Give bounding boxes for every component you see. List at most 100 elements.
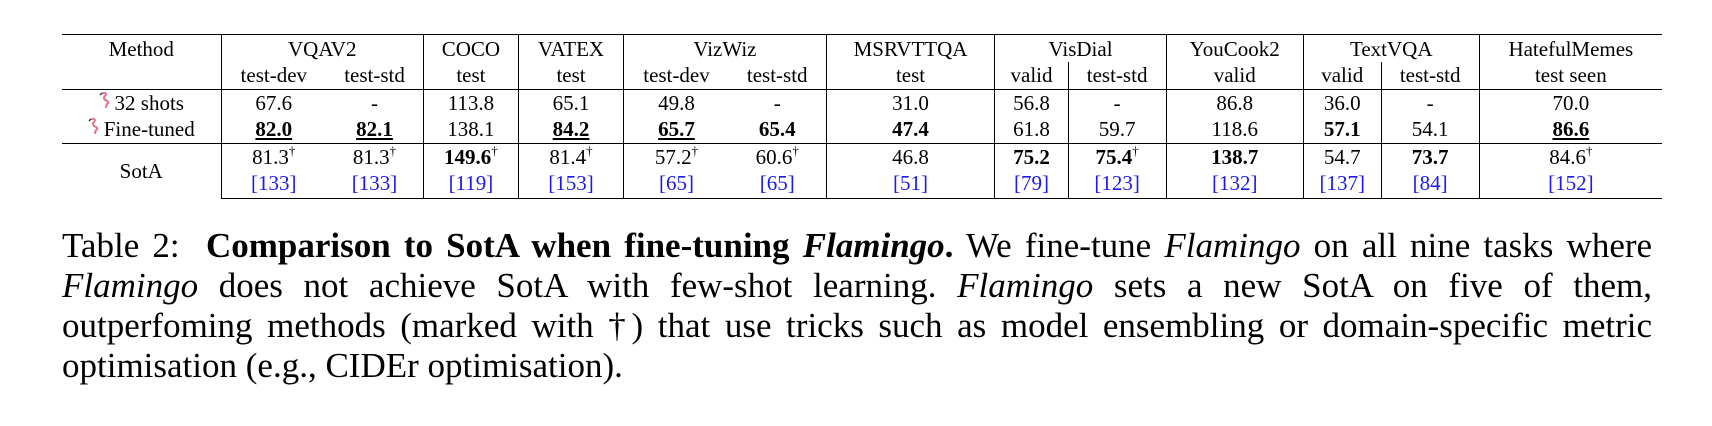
- value-cell: 86.8: [1165, 89, 1304, 116]
- value-text: 84.6: [1549, 145, 1586, 169]
- row-32-shots: 32 shots 67.6 - 113.8 65.1 49.8 - 31.0 5…: [62, 89, 1662, 117]
- split-label: test-dev: [220, 62, 327, 90]
- split-label: valid: [994, 62, 1069, 90]
- value-text: 81.3: [352, 145, 390, 169]
- caption-label: Table 2:: [62, 226, 180, 265]
- citation-link[interactable]: [65]: [728, 170, 827, 199]
- split-label: test-std: [728, 62, 827, 90]
- value-cell: 31.0: [825, 89, 995, 116]
- citation-link[interactable]: [65]: [623, 170, 729, 199]
- header-row-splits: test-dev test-std test test test-dev tes…: [62, 62, 1662, 90]
- caption-text: does not achieve SotA with few-shot lear…: [218, 266, 937, 305]
- value-cell: 84.6†: [1478, 143, 1662, 170]
- value-cell: 138.1: [422, 116, 519, 144]
- value-cell: 118.6: [1165, 116, 1304, 144]
- method-cell: Fine-tuned: [62, 116, 221, 144]
- split-label: test-std: [1380, 62, 1480, 90]
- dagger-mark: †: [491, 143, 498, 158]
- value-text: 60.6: [755, 145, 793, 169]
- method-cell: 32 shots: [62, 90, 221, 117]
- value-cell: 81.4†: [517, 143, 624, 170]
- value-cell: 54.7: [1302, 143, 1382, 170]
- value-cell: 75.4†: [1067, 143, 1167, 170]
- dataset-visdial: VisDial: [994, 34, 1167, 62]
- dataset-vatex: VATEX: [517, 34, 624, 62]
- value-cell: 138.7: [1165, 143, 1304, 170]
- value-cell: 57.1: [1302, 116, 1382, 144]
- table-caption: Table 2: Comparison to SotA when fine-tu…: [62, 226, 1652, 386]
- flamingo-icon: [88, 118, 98, 134]
- value-cell: 113.8: [422, 89, 519, 116]
- value-text: 75.4: [1095, 145, 1133, 169]
- citation-link[interactable]: [133]: [220, 170, 327, 199]
- header-row-datasets: Method VQAV2 COCO VATEX VizWiz MSRVTTQA …: [62, 34, 1662, 62]
- caption-text: Flamingo: [1164, 226, 1301, 265]
- split-label: test seen: [1478, 62, 1662, 90]
- method-label: 32 shots: [114, 91, 184, 115]
- value-cell: 46.8: [825, 143, 995, 170]
- split-label: test: [422, 62, 519, 90]
- caption-text: We fine-tune: [965, 226, 1152, 265]
- value-cell: 70.0: [1478, 89, 1662, 116]
- method-header: Method: [62, 34, 221, 62]
- value-cell: 82.0: [220, 116, 327, 144]
- method-label: SotA: [119, 159, 163, 184]
- value-cell: 73.7: [1380, 143, 1480, 170]
- caption-text: Flamingo: [62, 266, 199, 305]
- citation-link[interactable]: [133]: [326, 170, 424, 199]
- value-cell: 54.1: [1380, 116, 1480, 144]
- value-cell: 86.6: [1478, 116, 1662, 144]
- caption-text: sets a new SotA on five of them, outperf…: [62, 266, 1653, 385]
- value-cell: 65.4: [728, 116, 827, 144]
- value-cell: 60.6†: [729, 144, 826, 171]
- value-cell: 36.0: [1302, 89, 1382, 116]
- dataset-msrvttqa: MSRVTTQA: [825, 34, 995, 62]
- citation-link[interactable]: [137]: [1302, 170, 1382, 199]
- value-cell: 84.2: [517, 116, 624, 144]
- value-cell: 56.8: [994, 89, 1069, 116]
- value-cell: 57.2†: [623, 143, 729, 170]
- value-text: 81.4: [549, 145, 587, 169]
- split-label: test-dev: [623, 62, 729, 90]
- dagger-mark: †: [288, 143, 296, 158]
- value-cell: 47.4: [825, 116, 995, 144]
- dataset-youcook2: YouCook2: [1165, 34, 1304, 62]
- value-cell: 61.8: [994, 116, 1069, 144]
- dagger-mark: †: [691, 143, 699, 158]
- dataset-coco: COCO: [422, 34, 519, 62]
- value-text: 149.6: [444, 145, 492, 169]
- citation-link[interactable]: [132]: [1165, 170, 1304, 199]
- value-cell: 65.7: [623, 116, 729, 144]
- split-label: valid: [1165, 62, 1304, 90]
- citation-link[interactable]: [84]: [1380, 170, 1480, 199]
- value-cell: -: [1380, 89, 1480, 116]
- dagger-mark: †: [792, 143, 799, 158]
- dataset-hatefulmemes: HatefulMemes: [1478, 34, 1662, 62]
- citation-link[interactable]: [119]: [422, 170, 519, 199]
- citation-link[interactable]: [51]: [825, 170, 995, 199]
- citation-link[interactable]: [79]: [994, 170, 1069, 199]
- row-fine-tuned: Fine-tuned 82.0 82.1 138.1 84.2 65.7 65.…: [62, 116, 1662, 144]
- split-label: test-std: [1067, 62, 1167, 90]
- value-cell: -: [1067, 89, 1167, 116]
- dagger-mark: †: [1132, 143, 1139, 158]
- value-cell: 81.3†: [220, 143, 327, 170]
- value-cell: 49.8: [623, 89, 729, 116]
- dataset-vizwiz: VizWiz: [623, 34, 827, 62]
- dagger-mark: †: [389, 143, 397, 158]
- value-text: 57.2: [654, 145, 692, 169]
- citation-link[interactable]: [153]: [517, 170, 624, 199]
- method-label: Fine-tuned: [103, 117, 195, 141]
- value-cell: -: [371, 91, 379, 115]
- split-label: test: [517, 62, 624, 90]
- split-label: test: [825, 62, 995, 90]
- value-cell: -: [773, 91, 781, 115]
- value-cell: 149.6†: [422, 143, 519, 170]
- dagger-mark: †: [586, 143, 593, 158]
- citation-link[interactable]: [123]: [1067, 170, 1167, 199]
- value-cell: 67.6: [220, 89, 327, 116]
- row-sota: SotA 81.3† 81.3† 149.6† 81.4† 57.2† 60.6…: [62, 143, 1662, 183]
- citation-link[interactable]: [152]: [1478, 170, 1662, 199]
- split-label: test-std: [326, 62, 424, 90]
- value-text: 81.3: [252, 145, 289, 169]
